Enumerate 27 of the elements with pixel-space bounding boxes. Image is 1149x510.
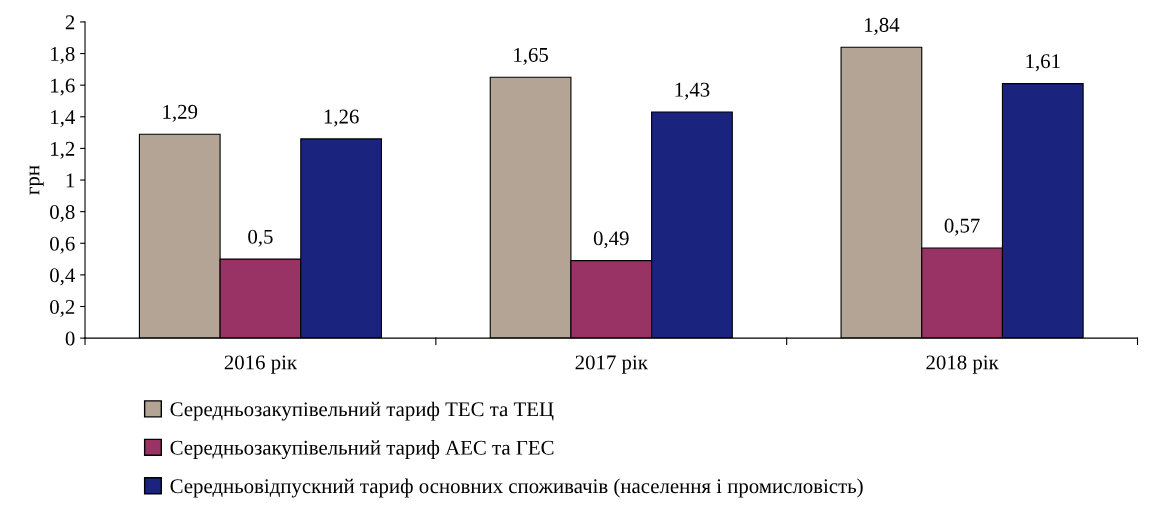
- y-tick-label: 0,4: [50, 268, 75, 286]
- legend-label: Середньовідпускний тариф основних споживачів (населення і промисловість): [170, 478, 863, 498]
- data-label: 0,49: [593, 231, 629, 249]
- legend-label: Середньозакупівельний тариф АЕС та ГЕС: [170, 440, 554, 460]
- y-tick-label: 1: [66, 173, 75, 188]
- x-tick-label: 2018 рік: [926, 355, 999, 374]
- data-label: 1,29: [163, 104, 198, 122]
- y-tick-label: 1,2: [51, 141, 75, 159]
- data-label: 1,43: [675, 82, 710, 100]
- y-axis-title: грн: [29, 165, 44, 195]
- data-label: 0,57: [944, 218, 980, 236]
- data-label: 1,26: [324, 109, 359, 127]
- legend-label: Середньозакупівельний тариф ТЕС та ТЕЦ: [170, 401, 554, 421]
- y-tick-label: 2: [65, 15, 75, 30]
- y-tick-label: 0,6: [50, 236, 75, 254]
- y-tick-label: 1,6: [51, 78, 75, 96]
- x-tick-label: 2016 рік: [224, 355, 298, 374]
- y-tick-label: 0,2: [50, 299, 75, 317]
- y-tick-label: 0,8: [50, 205, 75, 223]
- data-label: 0,5: [248, 229, 273, 247]
- y-tick-label: 1,4: [51, 110, 75, 128]
- x-tick-label: 2017 рік: [575, 355, 648, 374]
- data-label: 1,84: [865, 17, 900, 35]
- data-label: 1,61: [1026, 54, 1060, 72]
- y-tick-label: 0: [65, 331, 75, 346]
- data-label: 1,65: [514, 47, 548, 65]
- y-tick-label: 1,8: [51, 46, 75, 64]
